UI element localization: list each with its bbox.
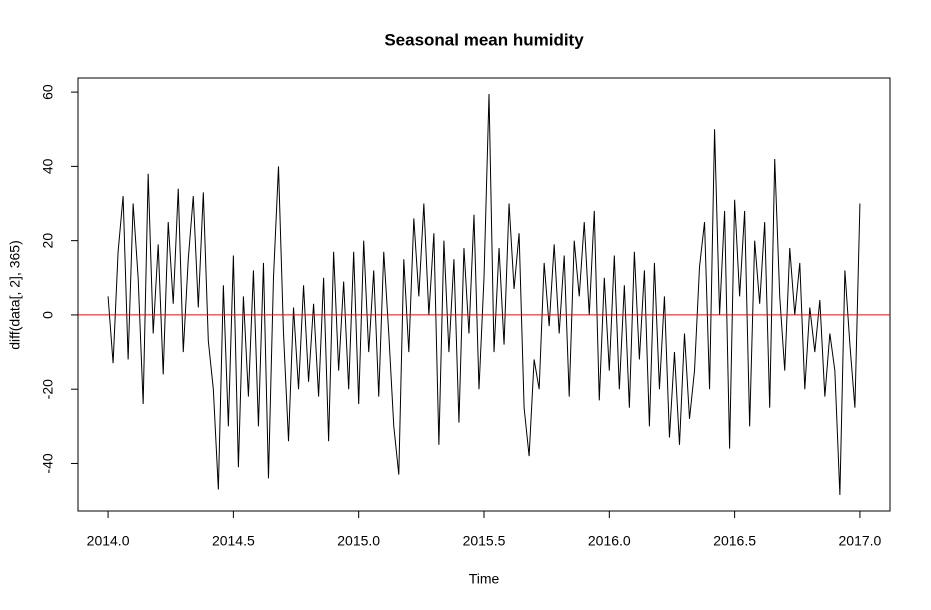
x-tick-label: 2016.5 — [713, 533, 756, 549]
x-tick-label: 2014.5 — [212, 533, 255, 549]
y-axis-label: diff(data[, 2], 365) — [7, 240, 23, 349]
y-tick-label: 0 — [40, 311, 56, 319]
series-line — [107, 93, 861, 496]
y-tick-label: 60 — [40, 84, 56, 100]
y-tick-label: 20 — [40, 233, 56, 249]
chart-title: Seasonal mean humidity — [384, 30, 584, 49]
x-axis-label: Time — [469, 571, 500, 587]
x-tick-label: 2015.5 — [463, 533, 506, 549]
y-tick-label: 40 — [40, 158, 56, 174]
y-tick-label: -20 — [40, 379, 56, 399]
x-tick-label: 2017.0 — [839, 533, 882, 549]
x-tick-label: 2014.0 — [87, 533, 130, 549]
y-tick-label: -40 — [40, 453, 56, 473]
x-tick-label: 2016.0 — [588, 533, 631, 549]
x-tick-label: 2015.0 — [337, 533, 380, 549]
